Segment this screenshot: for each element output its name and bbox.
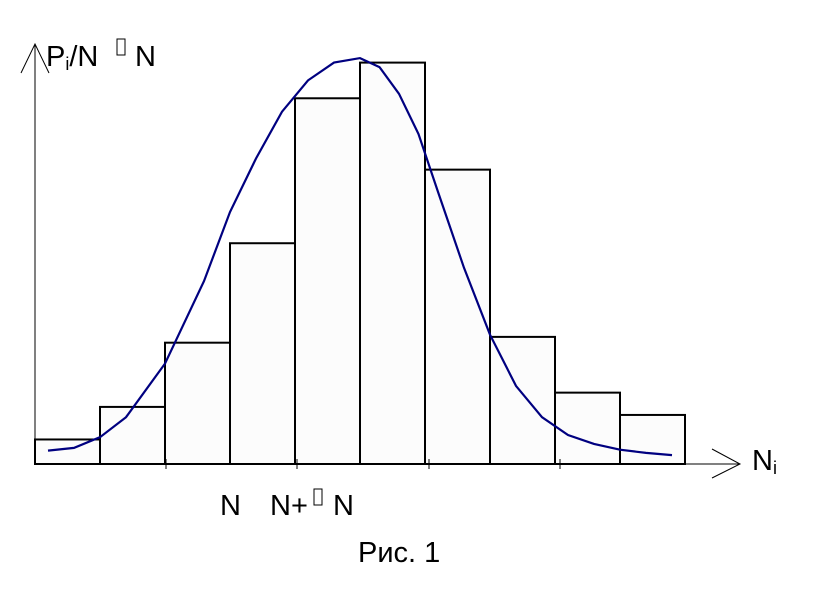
x-label-n-after: N [333,490,354,522]
histogram-bar [619,413,686,466]
histogram-bar [34,438,101,466]
y-axis-label: Pi/N [46,41,98,74]
missing-glyph-icon [116,38,126,56]
x-axis-label: Ni [752,445,777,478]
histogram-bar [359,61,426,465]
histogram-bar [229,242,296,465]
histogram-bar [554,391,621,466]
y-axis-label-sub: i [65,54,69,74]
x-label-n: N [220,490,241,522]
y-axis-label-p: P [46,41,65,73]
distribution-curve [47,56,673,457]
histogram-bar [294,97,361,465]
figure-caption: Рис. 1 [358,537,440,569]
y-axis-label-rest: /N [69,41,98,73]
x-axis-label-sub: i [773,458,777,478]
histogram-bars [34,61,686,466]
histogram-bar [424,168,491,465]
histogram-bar [99,405,166,465]
x-axis-label-n: N [752,445,773,477]
x-axis-arrow [711,448,742,479]
missing-glyph-icon [313,488,323,506]
x-label-n-plus: N+ [270,490,308,522]
y-axis-label-n: N [135,41,156,73]
histogram-bar [164,341,231,465]
y-axis-arrow [20,42,50,74]
x-axis-ticks [165,459,561,469]
